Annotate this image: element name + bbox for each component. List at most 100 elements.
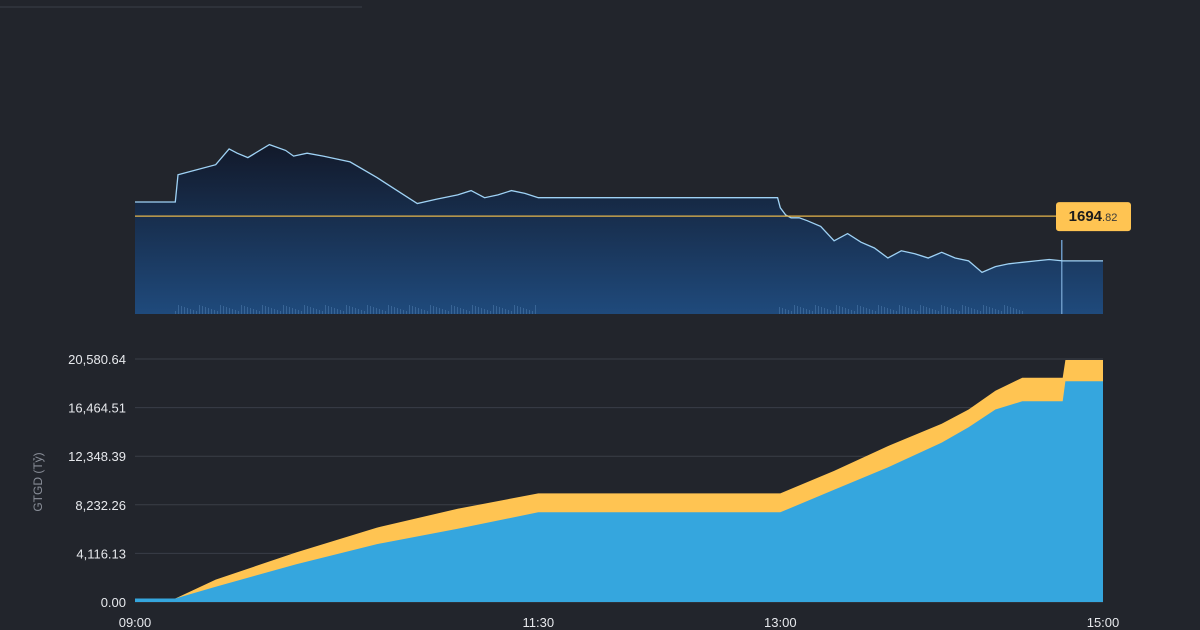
volume-bar bbox=[860, 306, 861, 314]
volume-bar bbox=[493, 305, 494, 314]
volume-bar bbox=[848, 309, 849, 314]
volume-bar bbox=[502, 308, 503, 314]
volume-bar bbox=[818, 306, 819, 314]
volume-bar bbox=[349, 306, 350, 314]
x-tick-label: 11:30 bbox=[523, 615, 555, 630]
volume-bar bbox=[992, 308, 993, 314]
volume-bar bbox=[280, 311, 281, 314]
volume-bar bbox=[286, 306, 287, 314]
volume-bar bbox=[1022, 311, 1023, 314]
volume-bar bbox=[202, 306, 203, 314]
volume-bar bbox=[295, 309, 296, 314]
volume-bar bbox=[403, 310, 404, 314]
volume-bar bbox=[235, 310, 236, 314]
volume-bar bbox=[265, 306, 266, 314]
volume-bar bbox=[412, 306, 413, 314]
volume-bar bbox=[397, 308, 398, 314]
volume-bar bbox=[821, 307, 822, 314]
volume-bar bbox=[328, 306, 329, 314]
volume-bar bbox=[232, 309, 233, 314]
volume-bar bbox=[406, 311, 407, 314]
volume-bar bbox=[842, 307, 843, 314]
volume-bar bbox=[782, 308, 783, 314]
volume-bar bbox=[343, 311, 344, 314]
volume-bar bbox=[469, 311, 470, 314]
volume-bar bbox=[178, 305, 179, 314]
volume-bar bbox=[935, 310, 936, 314]
volume-bar bbox=[325, 305, 326, 314]
volume-bar bbox=[313, 308, 314, 314]
volume-bar bbox=[454, 306, 455, 314]
volume-bar bbox=[496, 306, 497, 314]
volume-bar bbox=[529, 310, 530, 314]
volume-bar bbox=[472, 305, 473, 314]
y-tick-label: 20,580.64 bbox=[68, 352, 126, 367]
volume-bar bbox=[376, 308, 377, 314]
volume-bar bbox=[319, 310, 320, 314]
volume-bar bbox=[226, 307, 227, 314]
value-y-ticks: 0.00 4,116.13 8,232.26 12,348.39 16,464.51 20… bbox=[68, 352, 126, 610]
volume-bar bbox=[199, 305, 200, 314]
volume-bar bbox=[448, 311, 449, 314]
volume-bar bbox=[851, 310, 852, 314]
current-value-badge: 1694.82 bbox=[1056, 202, 1131, 232]
price-chart: 1694.82 bbox=[135, 143, 1131, 314]
volume-bar bbox=[421, 309, 422, 314]
volume-bar bbox=[875, 311, 876, 314]
volume-bar bbox=[391, 306, 392, 314]
current-value-label: 1694.82 bbox=[1069, 208, 1118, 225]
volume-bar bbox=[274, 309, 275, 314]
volume-bar bbox=[947, 307, 948, 314]
volume-bar bbox=[905, 307, 906, 314]
volume-bar bbox=[809, 310, 810, 314]
volume-bar bbox=[890, 309, 891, 314]
volume-bar bbox=[1001, 311, 1002, 314]
volume-bar bbox=[442, 309, 443, 314]
volume-bar bbox=[451, 305, 452, 314]
y-tick-label: 8,232.26 bbox=[75, 498, 126, 513]
volume-bar bbox=[917, 311, 918, 314]
x-tick-label: 13:00 bbox=[764, 615, 797, 630]
volume-bar bbox=[908, 308, 909, 314]
volume-bar bbox=[920, 305, 921, 314]
volume-bar bbox=[863, 307, 864, 314]
volume-bar bbox=[244, 306, 245, 314]
volume-bar bbox=[1061, 240, 1063, 314]
volume-bar bbox=[797, 306, 798, 314]
volume-bar bbox=[250, 308, 251, 314]
value-series-bottom bbox=[135, 381, 1103, 602]
y-tick-label: 4,116.13 bbox=[76, 546, 126, 561]
volume-bar bbox=[358, 309, 359, 314]
volume-bar bbox=[190, 309, 191, 314]
volume-bar bbox=[806, 309, 807, 314]
volume-bar bbox=[478, 307, 479, 314]
volume-bar bbox=[361, 310, 362, 314]
volume-bar bbox=[466, 310, 467, 314]
volume-bar bbox=[968, 307, 969, 314]
volume-bar bbox=[1010, 307, 1011, 314]
volume-bar bbox=[433, 306, 434, 314]
price-area bbox=[135, 144, 1103, 314]
price-line bbox=[135, 143, 1103, 274]
volume-bar bbox=[247, 307, 248, 314]
volume-bar bbox=[866, 308, 867, 314]
volume-bar bbox=[523, 308, 524, 314]
volume-bar bbox=[986, 306, 987, 314]
volume-bar bbox=[337, 309, 338, 314]
volume-bar bbox=[394, 307, 395, 314]
volume-bar bbox=[1013, 308, 1014, 314]
volume-bar bbox=[238, 311, 239, 314]
volume-bar bbox=[382, 310, 383, 314]
volume-bar bbox=[445, 310, 446, 314]
volume-bar bbox=[196, 311, 197, 314]
volume-bar bbox=[953, 309, 954, 314]
volume-bar bbox=[334, 308, 335, 314]
volume-bar bbox=[505, 309, 506, 314]
volume-bar bbox=[845, 308, 846, 314]
volume-bar bbox=[788, 310, 789, 314]
volume-bar bbox=[223, 306, 224, 314]
volume-bar bbox=[815, 305, 816, 314]
volume-bar bbox=[902, 306, 903, 314]
current-value-badge-bg bbox=[1056, 202, 1131, 232]
